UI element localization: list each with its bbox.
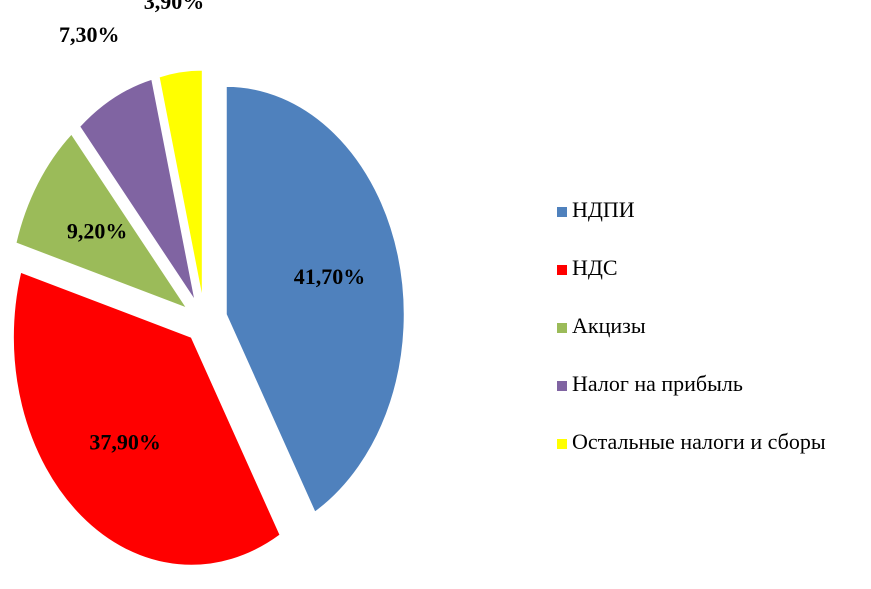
legend-swatch — [557, 323, 567, 333]
legend-swatch — [557, 265, 567, 275]
legend-swatch — [557, 381, 567, 391]
legend-swatch — [557, 439, 567, 449]
legend-label: Налог на прибыль — [572, 371, 743, 396]
pie: 41,70% 37,90% 9,20% 7,30% 3,90% — [12, 0, 405, 566]
pie-slice — [158, 69, 203, 299]
legend-label: НДС — [572, 255, 618, 280]
legend-label: Остальные налоги и сборы — [572, 429, 826, 454]
pie-slice — [15, 133, 188, 310]
pie-slice — [12, 271, 281, 566]
data-label: 7,30% — [59, 22, 120, 47]
legend: НДПИ НДС Акцизы Налог на прибыль Остальные н… — [557, 197, 826, 454]
pie-slice — [225, 85, 405, 513]
pie-slice — [79, 78, 196, 301]
data-label: 41,70% — [294, 264, 366, 289]
legend-swatch — [557, 207, 567, 217]
data-label: 9,20% — [67, 218, 128, 243]
legend-label: НДПИ — [572, 197, 635, 222]
legend-label: Акцизы — [572, 313, 646, 338]
data-label: 3,90% — [144, 0, 205, 14]
data-label: 37,90% — [89, 430, 161, 455]
